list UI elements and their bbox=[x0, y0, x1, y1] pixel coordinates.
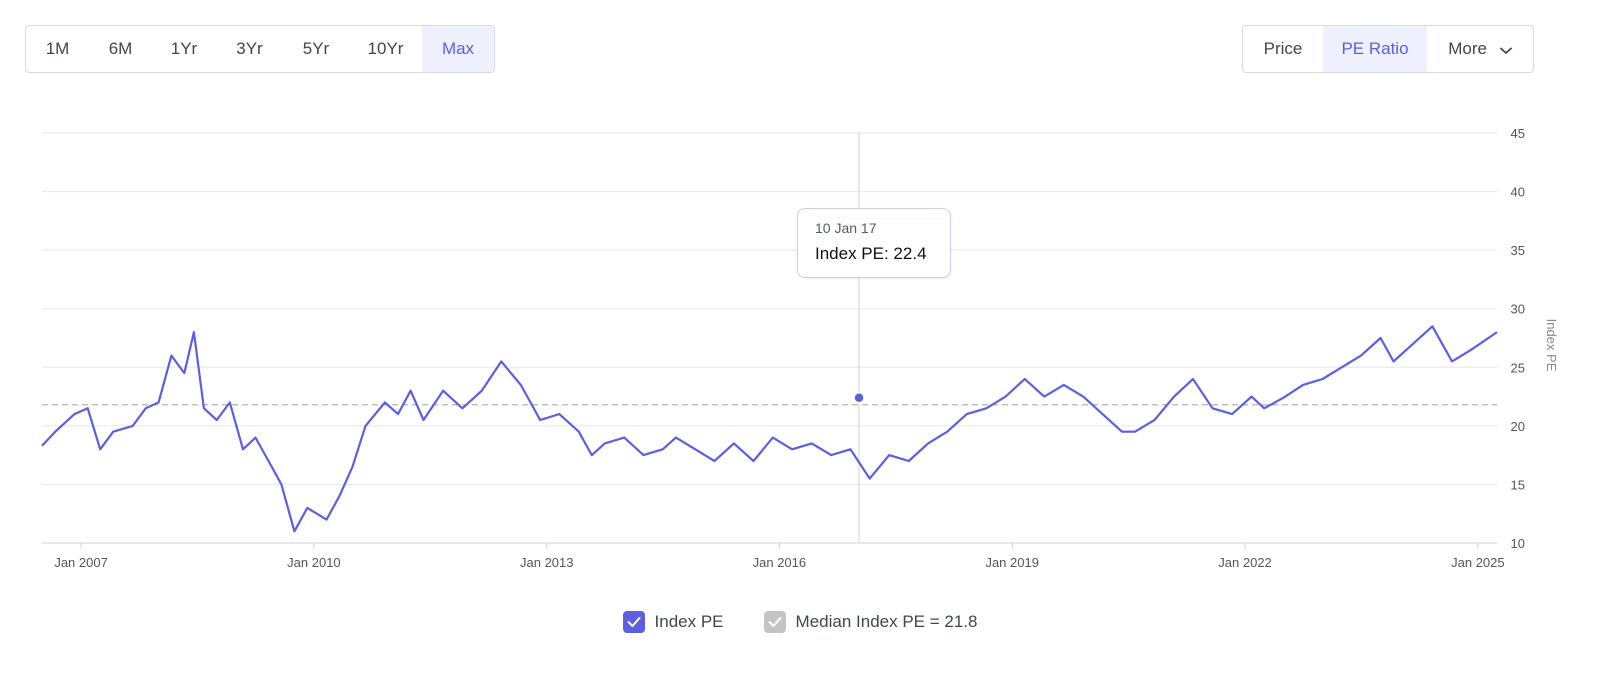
chart-legend: Index PE Median Index PE = 21.8 bbox=[0, 611, 1600, 633]
chart-tooltip: 10 Jan 17 Index PE: 22.4 bbox=[797, 208, 951, 278]
y-tick-label: 40 bbox=[1511, 185, 1525, 200]
legend-item-index-pe[interactable]: Index PE bbox=[622, 611, 724, 633]
range-1m-button[interactable]: 1M bbox=[45, 39, 70, 58]
more-label: More bbox=[1448, 39, 1487, 58]
y-tick-label: 45 bbox=[1511, 126, 1525, 141]
chart-mode-selector: Price PE Ratio More bbox=[1242, 25, 1534, 73]
legend-label-median: Median Index PE = 21.8 bbox=[795, 612, 978, 631]
range-10yr-button[interactable]: 10Yr bbox=[367, 39, 404, 58]
x-tick-label: Jan 2010 bbox=[287, 555, 341, 570]
x-tick-label: Jan 2019 bbox=[985, 555, 1039, 570]
range-max-button[interactable]: Max bbox=[422, 26, 494, 72]
pe-ratio-button[interactable]: PE Ratio bbox=[1323, 26, 1427, 72]
x-tick-label: Jan 2013 bbox=[520, 555, 574, 570]
y-tick-label: 10 bbox=[1511, 536, 1525, 551]
range-6m-button[interactable]: 6M bbox=[108, 39, 133, 58]
tooltip-value: Index PE: 22.4 bbox=[815, 244, 927, 263]
y-tick-label: 25 bbox=[1511, 360, 1525, 375]
legend-label-index-pe: Index PE bbox=[654, 612, 724, 631]
price-button[interactable]: Price bbox=[1263, 39, 1303, 58]
y-tick-label: 30 bbox=[1511, 302, 1525, 317]
chevron-down-icon bbox=[1499, 27, 1512, 72]
y-tick-label: 15 bbox=[1511, 477, 1525, 492]
x-tick-label: Jan 2022 bbox=[1218, 555, 1272, 570]
range-5yr-button[interactable]: 5Yr bbox=[302, 39, 330, 58]
range-1yr-button[interactable]: 1Yr bbox=[170, 39, 198, 58]
tooltip-date: 10 Jan 17 bbox=[815, 220, 877, 236]
check-icon bbox=[622, 611, 645, 633]
x-tick-label: Jan 2016 bbox=[753, 555, 807, 570]
x-tick-label: Jan 2007 bbox=[54, 555, 108, 570]
time-range-selector: 1M 6M 1Yr 3Yr 5Yr 10Yr Max bbox=[25, 25, 495, 73]
hover-point-marker bbox=[853, 391, 865, 404]
y-axis-title: Index PE bbox=[1544, 319, 1559, 372]
check-icon bbox=[763, 611, 786, 633]
range-3yr-button[interactable]: 3Yr bbox=[236, 39, 263, 58]
y-tick-label: 20 bbox=[1511, 419, 1525, 434]
x-tick-label: Jan 2025 bbox=[1451, 555, 1505, 570]
more-dropdown[interactable]: More bbox=[1427, 26, 1533, 72]
y-tick-label: 35 bbox=[1511, 243, 1525, 258]
series-line-index-pe bbox=[41, 325, 1498, 533]
legend-item-median[interactable]: Median Index PE = 21.8 bbox=[763, 611, 978, 633]
